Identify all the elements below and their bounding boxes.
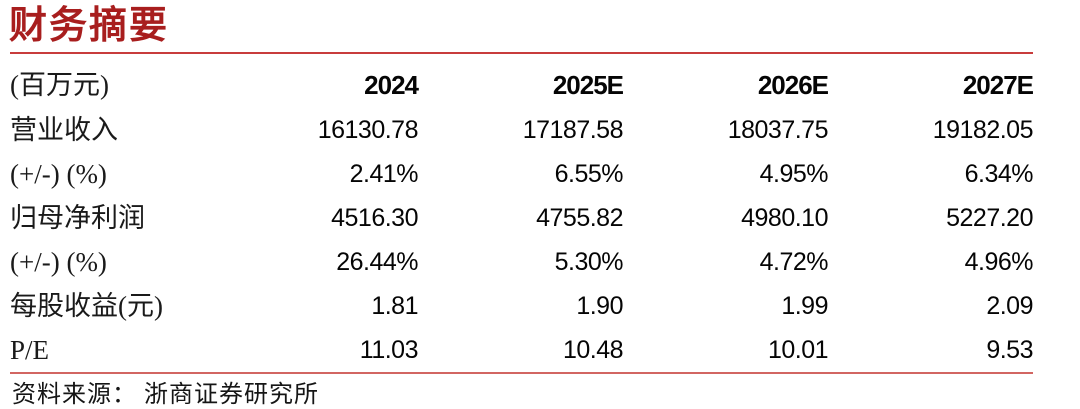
cell-value: 11.03 — [359, 335, 419, 364]
cell-value: 4.96% — [964, 247, 1034, 276]
financial-summary-table: (百万元) 2024 2025E 2026E 2027E 营业收入 16130.… — [10, 62, 1034, 374]
col-header-2027e: 2027E — [962, 70, 1034, 100]
cell-value: 2.41% — [349, 159, 419, 188]
cell-value: 6.34% — [964, 159, 1034, 188]
cell-value: 10.48 — [562, 335, 624, 364]
cell-value: 9.53 — [986, 335, 1033, 364]
col-header-2024: 2024 — [364, 70, 419, 100]
title-divider-line — [10, 52, 1033, 54]
table-header-row: (百万元) 2024 2025E 2026E 2027E — [10, 62, 1034, 108]
col-header-2025e: 2025E — [552, 70, 624, 100]
cell-value: 19182.05 — [932, 115, 1034, 144]
cell-value: 4980.10 — [741, 203, 828, 232]
table-row-revenue-growth: (+/-) (%) 2.41% 6.55% 4.95% 6.34% — [10, 152, 1034, 196]
cell-value: 6.55% — [554, 159, 624, 188]
cell-value: 5227.20 — [946, 203, 1033, 232]
table-row-revenue: 营业收入 16130.78 17187.58 18037.75 19182.05 — [10, 108, 1034, 152]
cell-value: 1.99 — [781, 291, 828, 320]
cell-value: 4.72% — [759, 247, 829, 276]
cell-value: 1.90 — [576, 291, 623, 320]
row-label: (+/-) (%) — [10, 158, 107, 189]
unit-label: (百万元) — [10, 69, 109, 100]
cell-value: 18037.75 — [727, 115, 829, 144]
table-row-net-profit-growth: (+/-) (%) 26.44% 5.30% 4.72% 4.96% — [10, 240, 1034, 284]
cell-value: 16130.78 — [317, 115, 419, 144]
cell-value: 1.81 — [371, 291, 418, 320]
cell-value: 2.09 — [986, 291, 1033, 320]
table-row-pe: P/E 11.03 10.48 10.01 9.53 — [10, 328, 1034, 373]
row-label: (+/-) (%) — [10, 246, 107, 277]
cell-value: 26.44% — [336, 247, 418, 276]
cell-value: 10.01 — [767, 335, 829, 364]
cell-value: 4516.30 — [331, 203, 418, 232]
table-row-net-profit: 归母净利润 4516.30 4755.82 4980.10 5227.20 — [10, 196, 1034, 240]
row-label: 营业收入 — [10, 114, 118, 145]
row-label: P/E — [10, 334, 50, 365]
row-label: 每股收益(元) — [10, 290, 163, 321]
cell-value: 5.30% — [554, 247, 624, 276]
cell-value: 17187.58 — [522, 115, 624, 144]
table-row-eps: 每股收益(元) 1.81 1.90 1.99 2.09 — [10, 284, 1034, 328]
cell-value: 4755.82 — [536, 203, 623, 232]
page-title: 财务摘要 — [9, 2, 170, 47]
row-label: 归母净利润 — [10, 202, 145, 233]
source-note: 资料来源： 浙商证券研究所 — [12, 382, 319, 408]
cell-value: 4.95% — [759, 159, 829, 188]
col-header-2026e: 2026E — [757, 70, 829, 100]
